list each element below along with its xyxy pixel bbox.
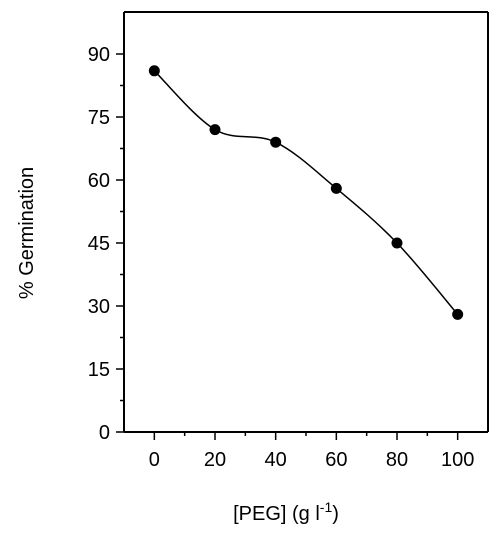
x-axis-title-superscript: -1: [320, 499, 333, 515]
data-point: [270, 136, 282, 148]
x-axis-title: [PEG] (g l-1): [233, 499, 339, 525]
plot-area: 0 15 30 45 60 75 90 0 20 40 60 80 100: [88, 11, 489, 471]
data-point: [148, 65, 160, 77]
y-tick-label: 30: [88, 296, 110, 318]
data-point: [391, 237, 403, 249]
x-tick-label: 0: [149, 449, 160, 471]
y-tick-label: 60: [88, 170, 110, 192]
x-tick-label: 100: [441, 449, 474, 471]
y-tick-label: 75: [88, 107, 110, 129]
data-point: [330, 182, 342, 194]
x-tick-label: 60: [325, 449, 347, 471]
x-tick-label: 80: [386, 449, 408, 471]
y-tick-label: 0: [99, 422, 110, 444]
x-axis-title-base: [PEG] (g l: [233, 503, 320, 525]
x-tick-label: 20: [204, 449, 226, 471]
y-axis-title: % Germination: [16, 167, 38, 299]
y-tick-label: 90: [88, 44, 110, 66]
x-axis-title-suffix: ): [332, 503, 339, 525]
data-point: [209, 124, 221, 136]
data-point: [452, 308, 464, 320]
y-tick-label: 15: [88, 359, 110, 381]
series-line: [153, 70, 459, 315]
x-tick-label: 40: [265, 449, 287, 471]
y-tick-label: 45: [88, 233, 110, 255]
